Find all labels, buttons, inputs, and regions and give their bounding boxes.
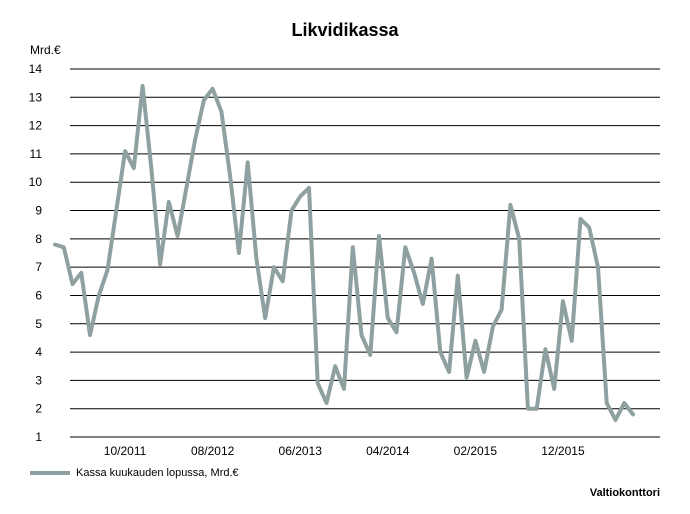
- x-tick-label: 10/2011: [104, 444, 147, 458]
- x-tick-label: 04/2014: [366, 444, 410, 458]
- y-tick-label: 1: [35, 430, 42, 444]
- y-tick-label: 10: [29, 175, 43, 189]
- chart-title: Likvidikassa: [291, 20, 399, 40]
- y-axis-label: Mrd.€: [30, 43, 61, 57]
- grid-lines: [70, 68, 660, 438]
- legend-swatch: [30, 471, 70, 475]
- x-tick-labels: 10/2011 08/2012 06/2013 04/2014 02/2015 12/20…: [104, 444, 585, 458]
- y-tick-label: 6: [35, 288, 42, 302]
- x-tick-label: 08/2012: [191, 444, 235, 458]
- legend: Kassa kuukauden lopussa, Mrd.€: [30, 467, 239, 479]
- y-tick-label: 14: [29, 62, 43, 76]
- y-tick-label: 7: [35, 260, 42, 274]
- x-tick-label: 12/2015: [541, 444, 585, 458]
- legend-label: Kassa kuukauden lopussa, Mrd.€: [76, 467, 239, 479]
- series-line: [53, 84, 635, 422]
- y-tick-label: 3: [35, 373, 42, 387]
- series-lines: [53, 84, 635, 422]
- y-tick-label: 5: [35, 317, 42, 331]
- y-tick-label: 4: [35, 345, 42, 359]
- x-tick-label: 02/2015: [454, 444, 498, 458]
- source-credit: Valtiokonttori: [589, 487, 660, 499]
- y-tick-label: 13: [29, 90, 43, 104]
- y-tick-label: 2: [35, 402, 42, 416]
- y-tick-label: 11: [30, 147, 43, 161]
- y-tick-label: 9: [35, 204, 42, 218]
- y-tick-label: 12: [29, 119, 43, 133]
- y-tick-label: 8: [35, 232, 42, 246]
- x-tick-label: 06/2013: [279, 444, 323, 458]
